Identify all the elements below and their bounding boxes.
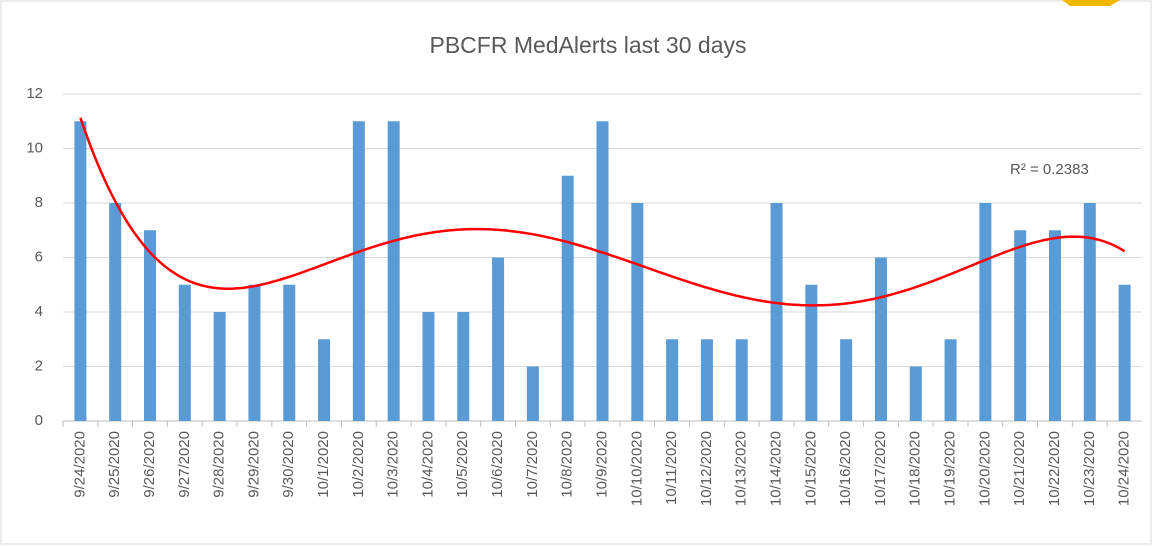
bar: [387, 121, 400, 421]
x-tick-label: 9/28/2020: [211, 431, 228, 498]
x-tick-label: 10/23/2020: [1081, 431, 1098, 506]
y-tick-label: 10: [26, 139, 43, 156]
x-tick-label: 10/10/2020: [628, 431, 645, 506]
bar: [318, 339, 331, 421]
bar: [248, 284, 261, 421]
y-tick-label: 2: [35, 357, 43, 374]
bar: [213, 312, 226, 421]
x-tick-label: 9/30/2020: [280, 431, 297, 498]
x-tick-label: 10/19/2020: [942, 431, 959, 506]
bar: [422, 312, 435, 421]
bar: [144, 230, 157, 421]
x-tick-label: 10/17/2020: [872, 431, 889, 506]
bar: [1048, 230, 1061, 421]
x-tick-label: 10/16/2020: [837, 431, 854, 506]
bar: [74, 121, 87, 421]
bar: [979, 203, 992, 421]
x-tick-label: 10/12/2020: [698, 431, 715, 506]
x-tick-label: 10/9/2020: [593, 431, 610, 498]
bar: [944, 339, 957, 421]
bar: [561, 175, 574, 421]
chart-title: PBCFR MedAlerts last 30 days: [429, 32, 746, 58]
bar: [631, 203, 644, 421]
x-tick-label: 10/22/2020: [1046, 431, 1063, 506]
x-tick-label: 10/18/2020: [907, 431, 924, 506]
x-tick-label: 10/2/2020: [350, 431, 367, 498]
bar: [700, 339, 713, 421]
bar: [1083, 203, 1096, 421]
x-tick-label: 10/11/2020: [663, 431, 680, 505]
x-tick-label: 9/25/2020: [106, 431, 123, 498]
x-tick-label: 9/24/2020: [71, 431, 88, 498]
y-tick-label: 8: [35, 194, 43, 211]
bar: [840, 339, 853, 421]
bar: [283, 284, 296, 421]
bar: [1014, 230, 1027, 421]
x-tick-label: 10/5/2020: [454, 431, 471, 498]
x-tick-label: 10/7/2020: [524, 431, 541, 498]
bar: [526, 366, 539, 421]
x-tick-label: 10/1/2020: [315, 431, 332, 498]
x-tick-label: 9/27/2020: [176, 431, 193, 498]
bar: [805, 284, 818, 421]
y-tick-label: 12: [26, 85, 43, 102]
x-tick-label: 10/20/2020: [976, 431, 993, 506]
bar: [909, 366, 922, 421]
bar: [735, 339, 748, 421]
x-tick-label: 10/4/2020: [419, 431, 436, 498]
bar: [1118, 284, 1131, 421]
bar: [178, 284, 191, 421]
bar: [352, 121, 365, 421]
bar: [596, 121, 609, 421]
x-tick-label: 9/26/2020: [141, 431, 158, 498]
bar: [874, 257, 887, 421]
x-tick-label: 10/21/2020: [1011, 431, 1028, 506]
trendline-label: R² = 0.2383: [1010, 161, 1089, 178]
bar: [492, 257, 505, 421]
bar: [457, 312, 470, 421]
bar: [666, 339, 679, 421]
y-tick-label: 4: [35, 303, 43, 320]
y-tick-label: 6: [35, 248, 43, 265]
trendline: [79, 117, 1126, 307]
bar: [770, 203, 783, 421]
x-tick-label: 10/6/2020: [489, 431, 506, 498]
corner-decoration: [1062, 0, 1120, 6]
x-tick-label: 10/8/2020: [559, 431, 576, 498]
x-tick-label: 10/13/2020: [733, 431, 750, 506]
x-tick-label: 10/14/2020: [768, 431, 785, 506]
x-tick-label: 10/24/2020: [1116, 431, 1133, 506]
x-tick-label: 10/15/2020: [802, 431, 819, 506]
x-tick-label: 9/29/2020: [245, 431, 262, 498]
y-tick-label: 0: [35, 412, 43, 429]
x-tick-label: 10/3/2020: [385, 431, 402, 498]
bar: [109, 203, 122, 421]
